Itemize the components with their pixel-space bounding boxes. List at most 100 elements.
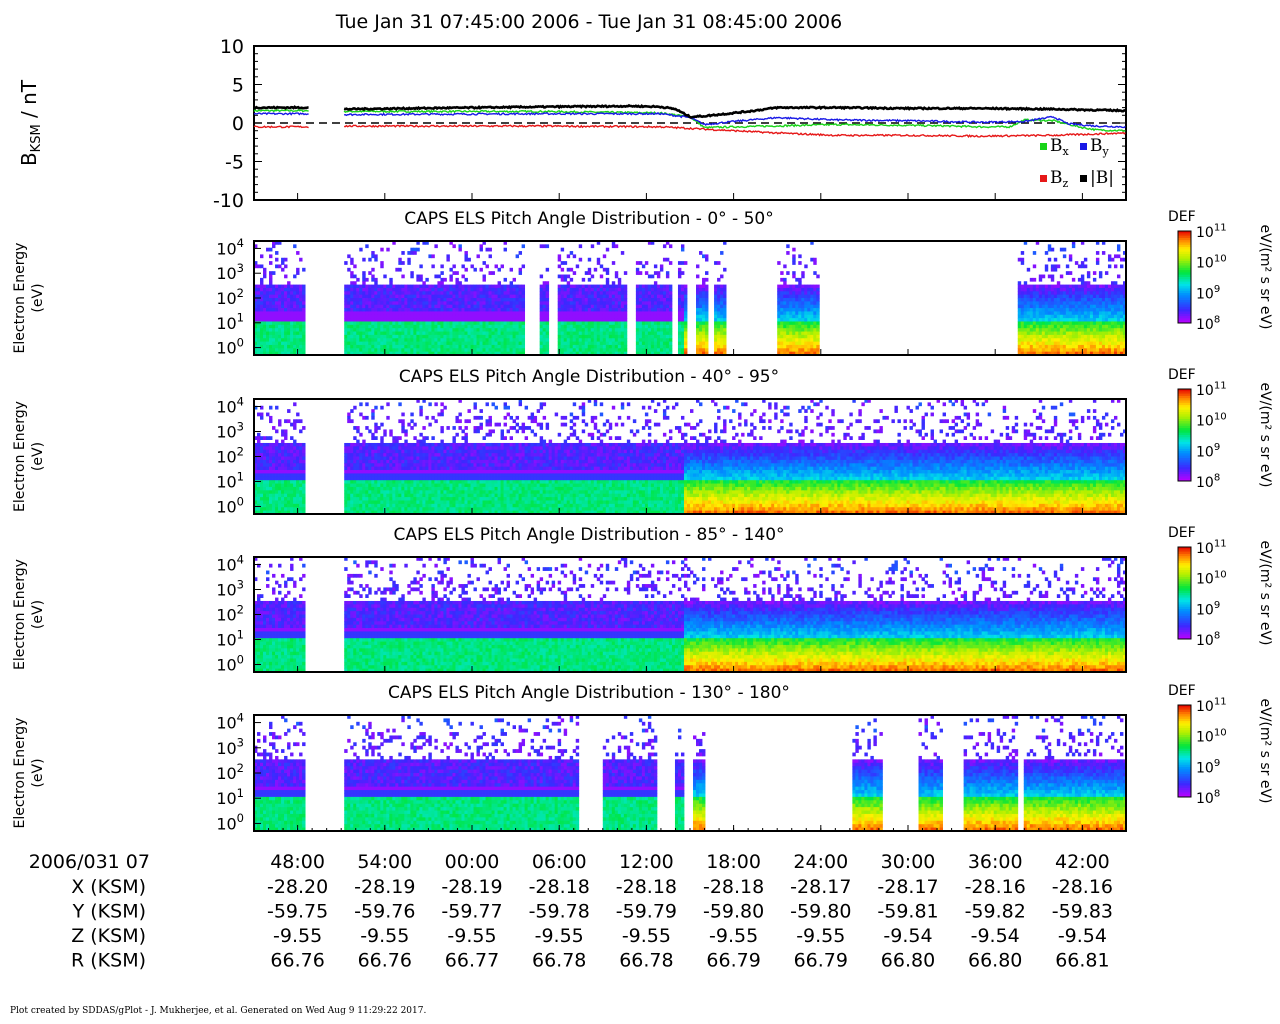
spectrogram-cell	[371, 338, 374, 342]
spectrogram-cell	[624, 315, 627, 319]
spectrogram-cell	[471, 291, 474, 295]
spectrogram-cell	[651, 275, 654, 279]
spectrogram-cell	[495, 335, 498, 339]
spectrogram-cell	[591, 275, 594, 279]
spectrogram-cell	[717, 335, 720, 339]
spectrogram-cell	[260, 281, 263, 285]
spectrogram-cell	[783, 345, 786, 349]
spectrogram-cell	[263, 275, 266, 279]
spectrogram-cell	[410, 288, 413, 292]
spectrogram-cell	[389, 298, 392, 302]
spectrogram-cell	[350, 477, 353, 481]
spectrogram-cell	[1036, 321, 1039, 325]
spectrogram-cell	[645, 332, 648, 336]
spectrogram-cell	[266, 460, 269, 464]
spectrogram-cell	[1045, 335, 1048, 339]
spectrogram-cell	[416, 335, 419, 339]
spectrogram-cell	[398, 301, 401, 305]
spectrogram-cell	[561, 268, 564, 272]
spectrogram-cell	[636, 311, 639, 315]
spectrogram-cell	[440, 315, 443, 319]
spectrogram-cell	[1084, 335, 1087, 339]
spectrogram-cell	[419, 295, 422, 299]
spectrogram-cell	[293, 285, 296, 289]
spectrogram-cell	[461, 311, 464, 315]
spectrogram-cell	[1054, 318, 1057, 322]
spectrogram-cell	[407, 308, 410, 312]
spectrogram-cell	[278, 484, 281, 488]
spectrogram-cell	[416, 338, 419, 342]
spectrogram-cell	[368, 308, 371, 312]
spectrogram-cell	[498, 335, 501, 339]
spectrogram-cell	[1042, 318, 1045, 322]
spectrogram-cell	[1072, 332, 1075, 336]
spectrogram-cell	[504, 301, 507, 305]
spectrogram-cell	[464, 254, 467, 258]
spectrogram-cell	[359, 497, 362, 501]
spectrogram-cell	[1036, 295, 1039, 299]
spectrogram-cell	[669, 335, 672, 339]
spectrogram-cell	[570, 318, 573, 322]
spectrogram-cell	[600, 315, 603, 319]
spectrogram-cell	[600, 308, 603, 312]
spectrogram-cell	[720, 338, 723, 342]
spectrogram-cell	[368, 338, 371, 342]
spectrogram-cell	[260, 470, 263, 474]
spectrogram-cell	[455, 301, 458, 305]
spectrogram-cell	[723, 308, 726, 312]
spectrogram-cell	[1099, 308, 1102, 312]
spectrogram-cell	[299, 490, 302, 494]
spectrogram-cell	[1030, 315, 1033, 319]
spectrogram-cell	[344, 345, 347, 349]
spectrogram-cell	[657, 285, 660, 289]
spectrogram-cell	[1024, 332, 1027, 336]
spectrogram-cell	[780, 332, 783, 336]
spectrogram-cell	[684, 315, 687, 319]
spectrogram-cell	[654, 338, 657, 342]
spectrogram-cell	[1027, 311, 1030, 315]
spectrogram-cell	[356, 463, 359, 467]
spectrogram-cell	[296, 484, 299, 488]
spectrogram-cell	[1087, 328, 1090, 332]
spectrogram-cell	[371, 268, 374, 272]
spectrogram-cell	[1105, 318, 1108, 322]
spectrogram-cell	[293, 504, 296, 508]
spectrogram-cell	[395, 321, 398, 325]
spectrogram-cell	[1078, 342, 1081, 346]
spectrogram-cell	[804, 328, 807, 332]
spectrogram-cell	[780, 285, 783, 289]
spectrogram-cell	[410, 271, 413, 275]
spectrogram-cell	[516, 291, 519, 295]
spectrogram-cell	[591, 328, 594, 332]
spectrogram-cell	[389, 345, 392, 349]
spectrogram-cell	[1057, 308, 1060, 312]
spectrogram-title: CAPS ELS Pitch Angle Distribution - 40° …	[399, 367, 779, 387]
spectrogram-cell	[1036, 328, 1039, 332]
spectrogram-cell	[293, 497, 296, 501]
spectrogram-cell	[660, 298, 663, 302]
spectrogram-cell	[582, 342, 585, 346]
spectrogram-cell	[416, 278, 419, 282]
spectrogram-cell	[269, 406, 272, 410]
spectrogram-cell	[681, 345, 684, 349]
spectrogram-cell	[1045, 295, 1048, 299]
spectrogram-cell	[522, 338, 525, 342]
spectrogram-cell	[495, 291, 498, 295]
spectrogram-cell	[546, 335, 549, 339]
spectrogram-cell	[804, 295, 807, 299]
spectrogram-cell	[290, 500, 293, 504]
spectrogram-cell	[678, 275, 681, 279]
spectrogram-cell	[284, 308, 287, 312]
spectrogram-cell	[263, 301, 266, 305]
spectrogram-cell	[416, 345, 419, 349]
spectrogram-cell	[492, 301, 495, 305]
spectrogram-cell	[636, 325, 639, 329]
spectrogram-cell	[290, 305, 293, 309]
spectrogram-cell	[1069, 291, 1072, 295]
spectrogram-cell	[353, 457, 356, 461]
spectrogram-cell	[645, 342, 648, 346]
spectrogram-cell	[486, 315, 489, 319]
mag-series-group	[254, 105, 1125, 136]
mag-ytick-label: 10	[220, 36, 244, 58]
spectrogram-cell	[786, 332, 789, 336]
